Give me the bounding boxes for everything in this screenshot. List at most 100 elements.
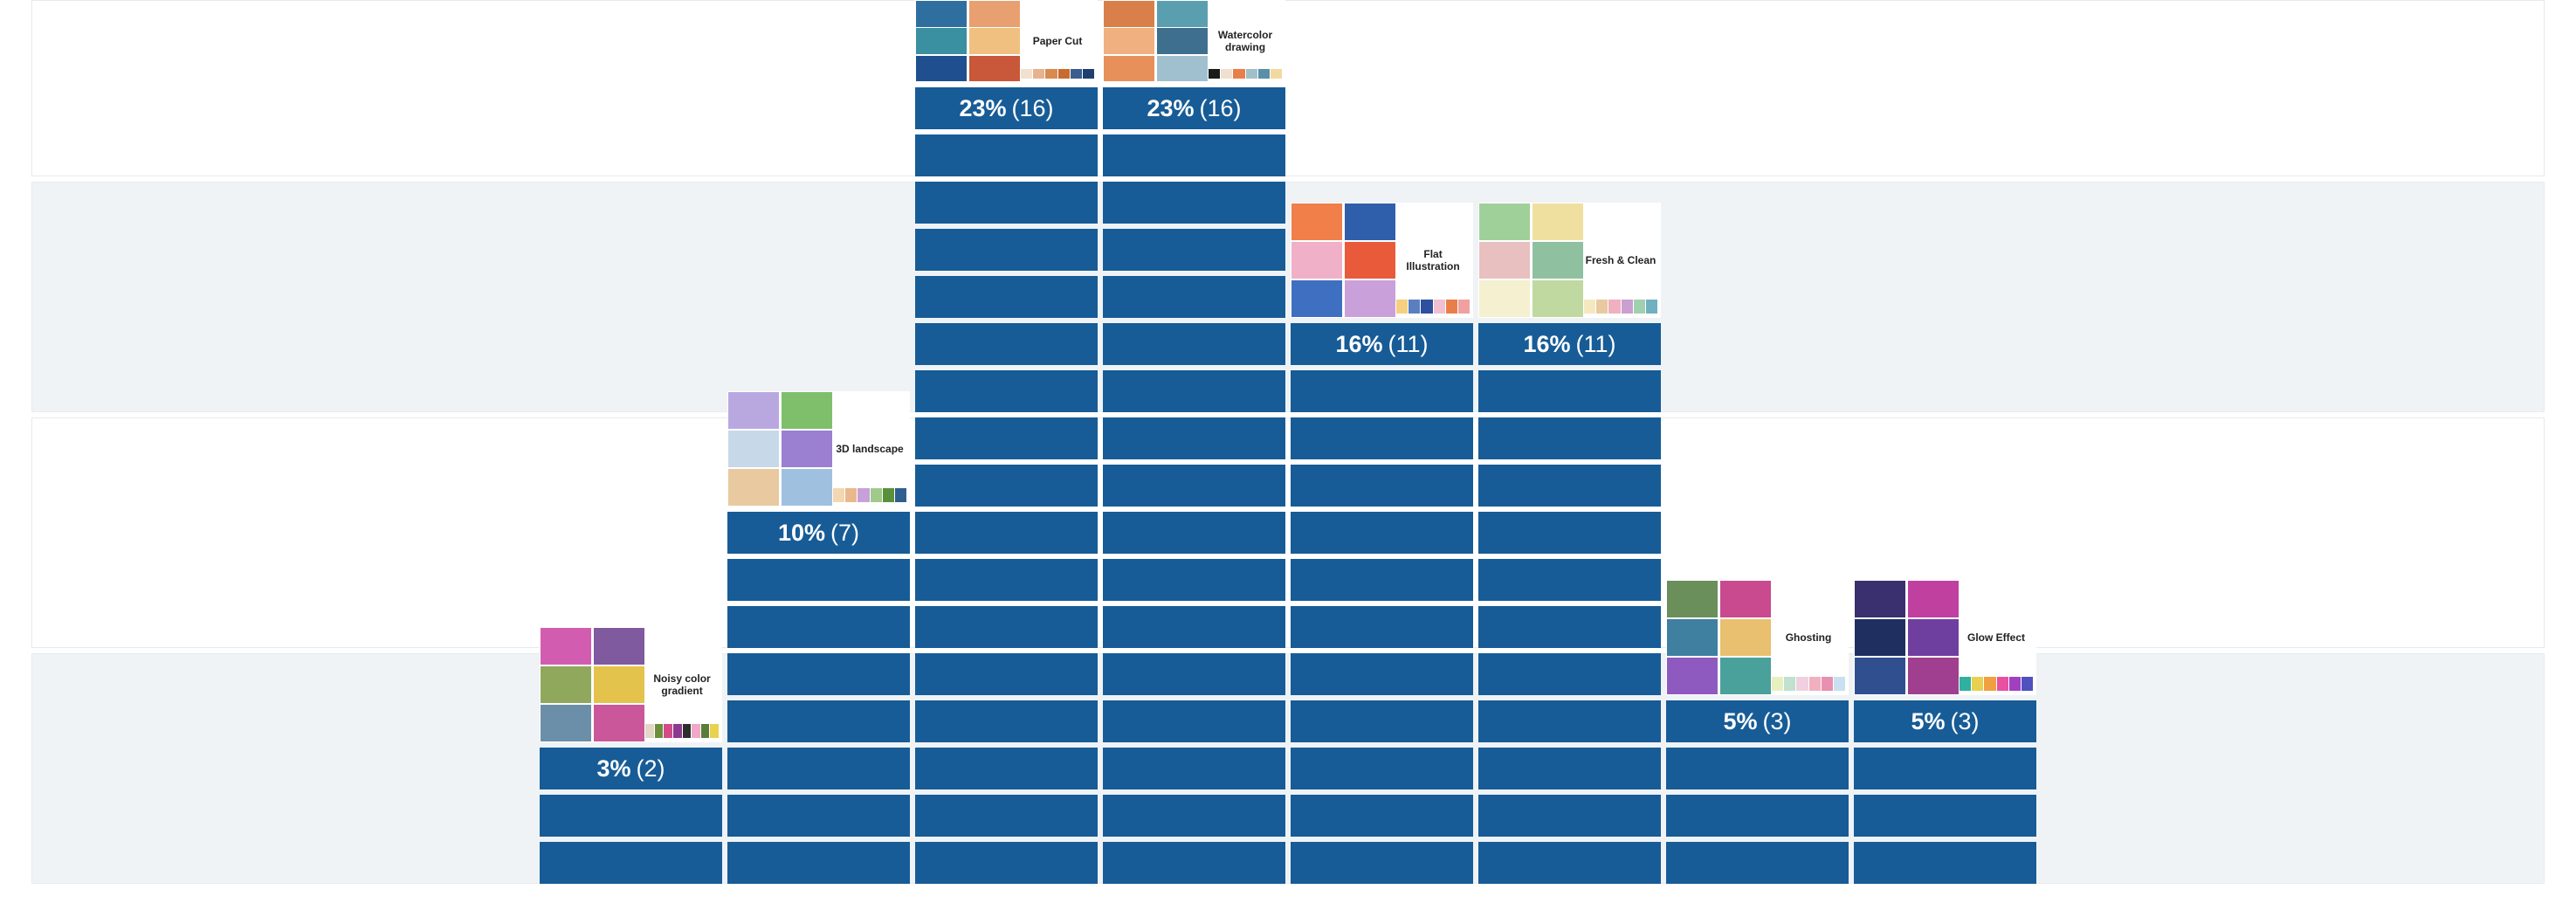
palette-swatch [692,723,700,738]
mosaic-tile [916,28,968,54]
style-thumbnail: Noisy color gradient [540,627,722,742]
mosaic-tile [1104,0,1155,27]
palette-swatch [710,723,719,738]
bar-cell [727,748,910,789]
bar-cell [915,559,1098,601]
palette-swatch [1057,68,1070,79]
bar-cell [1478,606,1661,648]
data-label: 5% (3) [1666,700,1849,742]
bar-cell [1103,559,1285,601]
bar-cell [1103,417,1285,459]
bar-cell [915,465,1098,507]
style-thumbnail: Watercolor drawing [1103,0,1285,82]
bar-cell [1103,700,1285,742]
palette-swatch [1245,68,1257,79]
mosaic-tile [1344,203,1395,240]
data-label: 5% (3) [1854,700,2036,742]
mosaic-tile [1719,619,1771,656]
bar-cell [915,700,1098,742]
mosaic-tile [1667,581,1718,617]
mosaic-tile [541,705,592,741]
bar-cell [1478,370,1661,412]
palette-swatch [1421,299,1433,314]
mosaic-tile [1719,581,1771,617]
grid-band [31,417,2545,648]
palette-swatch [700,723,710,738]
mosaic-tile [1479,203,1531,240]
palette-swatch [645,723,654,738]
palette-swatch [1960,676,1972,691]
bar-cell [1854,842,2036,884]
mosaic-tile [1667,619,1718,656]
palette-swatch [1621,299,1633,314]
thumbnail-mosaic [915,0,1021,82]
style-thumbnail: Flat Illustration [1291,203,1473,318]
color-palette [833,487,906,502]
data-label: 3% (2) [540,748,722,789]
palette-swatch [1409,299,1421,314]
mosaic-tile [916,0,968,27]
bar-cell [540,795,722,837]
mosaic-tile [1344,280,1395,317]
bar-cell [1291,653,1473,695]
palette-swatch [1233,68,1245,79]
bar-cell [1103,653,1285,695]
mosaic-tile [541,666,592,703]
mosaic-tile [1855,581,1906,617]
bar-cell [1103,842,1285,884]
count-label: (3) [1950,707,1980,734]
palette-swatch [1082,68,1094,79]
thumbnail-mosaic [1103,0,1209,82]
palette-swatch [1257,68,1270,79]
mosaic-tile [593,628,644,665]
bar-cell [1478,842,1661,884]
percent-label: 5% [1911,707,1946,734]
bar-cell [915,417,1098,459]
palette-swatch [1996,676,2008,691]
bar-cell [727,795,910,837]
palette-swatch [2021,676,2033,691]
bar-cell [1103,370,1285,412]
grid-band [31,653,2545,884]
thumbnail-mosaic [1666,580,1772,695]
palette-swatch [1270,68,1282,79]
percent-label: 5% [1723,707,1758,734]
bar-cell [1291,700,1473,742]
bar-cell [1103,134,1285,176]
bar-cell [1666,748,1849,789]
color-palette [1772,676,1845,691]
bar-cell [1854,795,2036,837]
percent-label: 16% [1523,330,1571,357]
mosaic-tile [1479,280,1531,317]
bar-cell [1103,748,1285,789]
style-thumbnail: 3D landscape [727,391,910,507]
percent-label: 3% [596,755,631,782]
bar-cell [727,842,910,884]
style-thumbnail: Glow Effect [1854,580,2036,695]
data-label: 16% (11) [1291,323,1473,365]
mosaic-tile [968,0,1020,27]
bar-cell [915,653,1098,695]
palette-swatch [858,487,870,502]
color-palette [1209,68,1282,79]
palette-swatch [1396,299,1409,314]
thumbnail-caption: Noisy color gradient [653,672,711,697]
mosaic-tile [1291,280,1343,317]
bar-cell [1666,795,1849,837]
mosaic-tile [1479,242,1531,279]
bar-cell [915,795,1098,837]
bar-cell [1291,559,1473,601]
mosaic-tile [1156,0,1208,27]
mosaic-tile [541,628,592,665]
color-palette [645,723,719,738]
mosaic-tile [1907,658,1959,694]
color-palette [1396,299,1470,314]
bar-cell [915,182,1098,224]
grid-band [31,0,2545,176]
thumbnail-mosaic [1854,580,1960,695]
bar-cell [1291,606,1473,648]
count-label: (16) [1199,94,1242,121]
data-label: 16% (11) [1478,323,1661,365]
bar-cell [1291,748,1473,789]
